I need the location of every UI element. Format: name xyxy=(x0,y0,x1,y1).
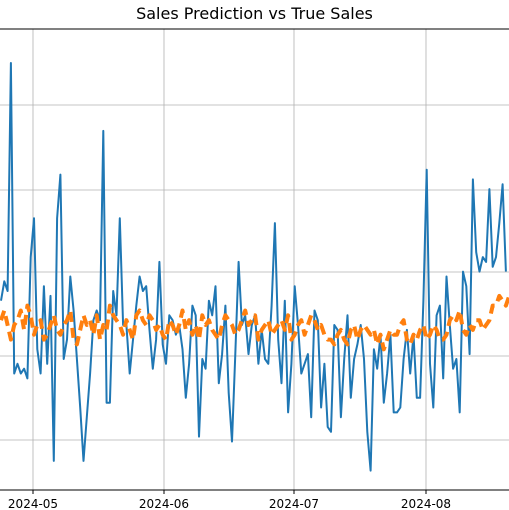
horizontal-grid xyxy=(0,104,509,441)
x-tick-label-3: 2024-08 xyxy=(401,497,451,510)
true-sales-line xyxy=(0,62,507,472)
x-tick-label-1: 2024-06 xyxy=(139,497,189,510)
x-tick-label-2: 2024-07 xyxy=(269,497,319,510)
series-layer xyxy=(0,62,509,472)
predicted-sales-line xyxy=(0,293,509,352)
x-tick-label-0: 2024-05 xyxy=(8,497,58,510)
x-ticks: 2024-05 2024-06 2024-07 2024-08 xyxy=(8,490,451,510)
chart-title: Sales Prediction vs True Sales xyxy=(136,4,373,23)
axes xyxy=(0,28,509,491)
vertical-grid xyxy=(32,29,427,490)
